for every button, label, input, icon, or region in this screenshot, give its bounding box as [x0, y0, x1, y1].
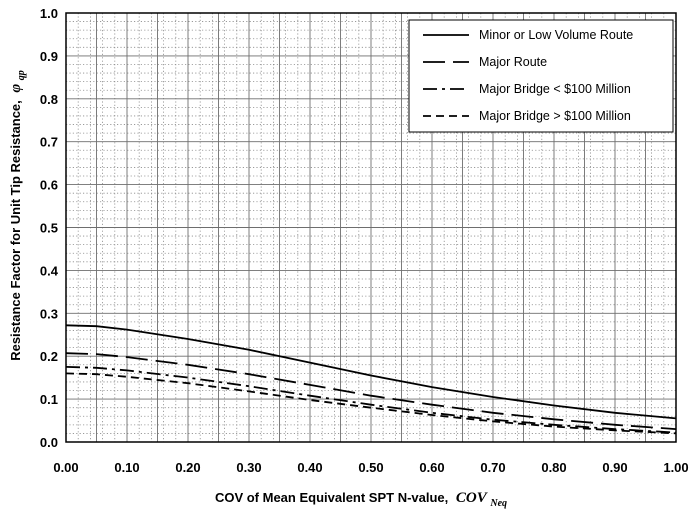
x-tick-label: 0.30: [236, 460, 261, 475]
y-axis-title-subscript: qp: [16, 70, 27, 80]
y-axis-title-text: Resistance Factor for Unit Tip Resistanc…: [8, 100, 23, 361]
x-tick-label: 1.00: [663, 460, 688, 475]
x-tick-label: 0.60: [419, 460, 444, 475]
x-tick-label: 0.50: [358, 460, 383, 475]
series-layer: [65, 324, 677, 435]
y-tick-label: 0.1: [40, 392, 58, 407]
x-axis-title-subscript: Neq: [489, 498, 507, 509]
legend-label-1: Minor or Low Volume Route: [479, 28, 633, 42]
series-line-4: [65, 372, 677, 435]
y-tick-label: 0.6: [40, 178, 58, 193]
legend-label-2: Major Route: [479, 55, 547, 69]
x-tick-label: 0.70: [480, 460, 505, 475]
y-tick-label: 1.0: [40, 6, 58, 21]
y-axis-title-symbol: φ: [8, 84, 24, 93]
x-tick-label: 0.20: [175, 460, 200, 475]
x-tick-label: 0.90: [602, 460, 627, 475]
x-tick-label: 0.40: [297, 460, 322, 475]
y-tick-label: 0.4: [40, 263, 59, 278]
x-tick-label: 0.10: [114, 460, 139, 475]
x-axis-title-text: COV of Mean Equivalent SPT N-value,: [215, 490, 448, 505]
legend-label-4: Major Bridge > $100 Million: [479, 109, 631, 123]
series-line-3: [65, 366, 677, 434]
series-line-2: [65, 352, 677, 430]
legend-label-3: Major Bridge < $100 Million: [479, 82, 631, 96]
legend-items: Minor or Low Volume Route Major Route Majo…: [423, 28, 633, 123]
legend: Minor or Low Volume Route Major Route Majo…: [408, 19, 674, 133]
y-tick-label: 0.9: [40, 49, 58, 64]
plot-frame: [65, 12, 677, 443]
legend-box: [408, 19, 674, 133]
y-tick-labels: 0.0 0.1 0.2 0.3 0.4 0.5 0.6 0.7 0.8 0.9 1.0: [40, 6, 59, 450]
y-tick-label: 0.3: [40, 306, 58, 321]
y-tick-label: 0.0: [40, 435, 58, 450]
y-tick-label: 0.8: [40, 92, 58, 107]
x-axis-title-symbol: COV: [456, 490, 489, 506]
y-tick-label: 0.2: [40, 349, 58, 364]
x-tick-label: 0.80: [541, 460, 566, 475]
y-tick-label: 0.7: [40, 135, 58, 150]
series-line-1: [65, 324, 677, 420]
y-axis-title: Resistance Factor for Unit Tip Resistanc…: [8, 70, 27, 361]
y-tick-label: 0.5: [40, 221, 58, 236]
x-axis-title: COV of Mean Equivalent SPT N-value, COV …: [215, 490, 507, 509]
x-tick-labels: 0.00 0.10 0.20 0.30 0.40 0.50 0.60 0.70 0.80 0.90…: [53, 460, 688, 475]
x-tick-label: 0.00: [53, 460, 78, 475]
